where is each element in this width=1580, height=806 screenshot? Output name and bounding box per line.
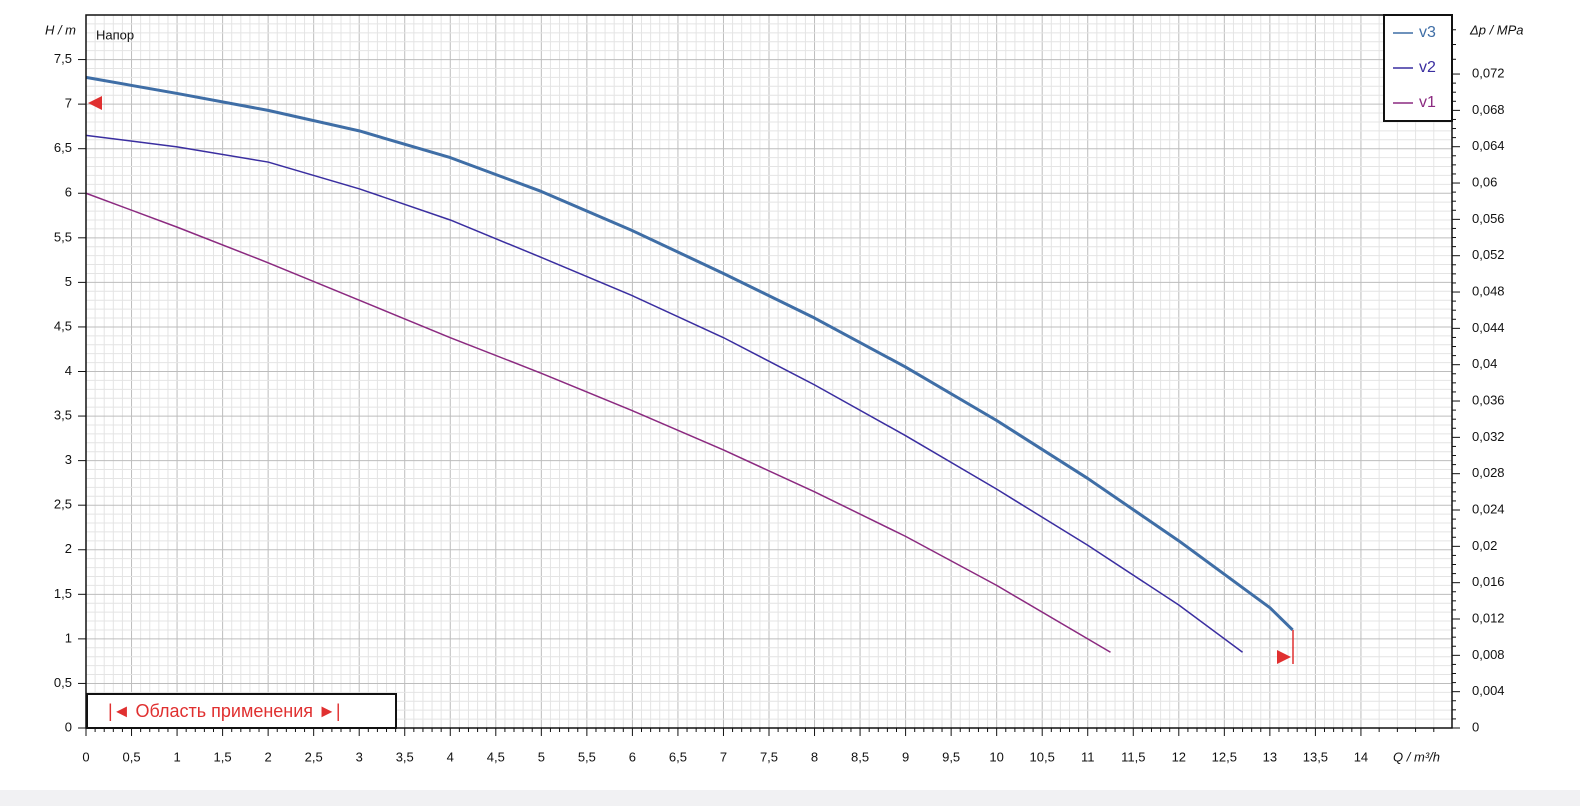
x-tick-label: 4,5 xyxy=(487,749,505,764)
curve xyxy=(85,134,1243,653)
y-tick-label: 1 xyxy=(65,630,72,645)
x-tick-label: 6,5 xyxy=(669,749,687,764)
bottom-strip xyxy=(0,790,1580,806)
y2-tick-label: 0,004 xyxy=(1472,683,1505,698)
y-tick-label: 7 xyxy=(65,96,72,111)
y2-tick-label: 0,06 xyxy=(1472,174,1497,189)
x-tick-label: 7 xyxy=(720,749,727,764)
y-tick-label: 0 xyxy=(65,719,72,734)
range-label: |◄ Область применения ►| xyxy=(108,701,341,721)
x-tick-label: 11,5 xyxy=(1121,749,1145,764)
y-tick-label: 6,5 xyxy=(54,140,72,155)
x-tick-label: 0 xyxy=(82,749,89,764)
x-tick-label: 12 xyxy=(1172,749,1186,764)
y-tick-label: 1,5 xyxy=(54,586,72,601)
x-tick-label: 12,5 xyxy=(1212,749,1237,764)
y2-tick-label: 0 xyxy=(1472,719,1479,734)
y-tick-label: 5,5 xyxy=(54,229,72,244)
x-tick-label: 11 xyxy=(1081,749,1095,764)
y2-tick-label: 0,068 xyxy=(1472,102,1505,117)
x-tick-label: 8 xyxy=(811,749,818,764)
x-tick-label: 5 xyxy=(538,749,545,764)
x-tick-label: 1 xyxy=(173,749,180,764)
range-box xyxy=(86,693,397,729)
annotation: Напор xyxy=(96,27,134,42)
y2-tick-label: 0,036 xyxy=(1472,392,1505,407)
x-axis-label: Q / m³/h xyxy=(1393,749,1440,764)
x-tick-label: 13 xyxy=(1263,749,1277,764)
y2-tick-label: 0,008 xyxy=(1472,647,1505,662)
x-tick-label: 9,5 xyxy=(942,749,960,764)
x-tick-label: 14 xyxy=(1354,749,1368,764)
y2-tick-label: 0,056 xyxy=(1472,211,1505,226)
x-tick-label: 5,5 xyxy=(578,749,596,764)
x-tick-label: 13,5 xyxy=(1303,749,1328,764)
x-tick-label: 8,5 xyxy=(851,749,869,764)
y2-tick-label: 0,012 xyxy=(1472,610,1505,625)
y2-tick-label: 0,02 xyxy=(1472,538,1497,553)
x-tick-label: 3 xyxy=(356,749,363,764)
y-tick-label: 6 xyxy=(65,185,72,200)
x-tick-label: 4 xyxy=(447,749,454,764)
y-tick-label: 3,5 xyxy=(54,408,72,423)
y-tick-label: 4,5 xyxy=(54,318,72,333)
y-tick-label: 5 xyxy=(65,274,72,289)
range-marker xyxy=(88,96,102,110)
y2-tick-label: 0,024 xyxy=(1472,501,1505,516)
x-tick-label: 10,5 xyxy=(1030,749,1055,764)
y-axis-label: H / m xyxy=(45,22,76,37)
grid xyxy=(78,15,1460,736)
y2-tick-label: 0,072 xyxy=(1472,65,1505,80)
curve xyxy=(85,75,1294,632)
y2-axis-label: Δp / MPa xyxy=(1469,22,1524,37)
x-tick-label: 2,5 xyxy=(305,749,323,764)
x-tick-label: 3,5 xyxy=(396,749,414,764)
legend-label: v1 xyxy=(1419,94,1436,111)
y2-tick-label: 0,032 xyxy=(1472,429,1505,444)
y-tick-label: 0,5 xyxy=(54,675,72,690)
y2-tick-label: 0,028 xyxy=(1472,465,1505,480)
y2-tick-label: 0,016 xyxy=(1472,574,1505,589)
curve xyxy=(85,192,1111,653)
curves xyxy=(85,75,1294,653)
y2-tick-label: 0,04 xyxy=(1472,356,1497,371)
y2-tick-label: 0,064 xyxy=(1472,138,1505,153)
x-tick-label: 0,5 xyxy=(122,749,140,764)
y2-tick-label: 0,052 xyxy=(1472,247,1505,262)
legend-label: v2 xyxy=(1419,59,1436,76)
range-marker xyxy=(1277,650,1291,664)
y-tick-label: 7,5 xyxy=(54,51,72,66)
x-tick-label: 2 xyxy=(265,749,272,764)
x-tick-label: 7,5 xyxy=(760,749,778,764)
x-tick-label: 1,5 xyxy=(214,749,232,764)
plot-frame xyxy=(85,14,1453,729)
legend-label: v3 xyxy=(1419,24,1436,41)
y-tick-label: 2 xyxy=(65,541,72,556)
y-tick-label: 3 xyxy=(65,452,72,467)
legend: v3 v2 v1 xyxy=(1383,14,1453,122)
y-tick-label: 4 xyxy=(65,363,72,378)
y2-tick-label: 0,048 xyxy=(1472,283,1505,298)
y-tick-label: 2,5 xyxy=(54,497,72,512)
x-tick-label: 9 xyxy=(902,749,909,764)
y2-tick-label: 0,044 xyxy=(1472,320,1505,335)
x-tick-label: 10 xyxy=(989,749,1003,764)
x-tick-label: 6 xyxy=(629,749,636,764)
